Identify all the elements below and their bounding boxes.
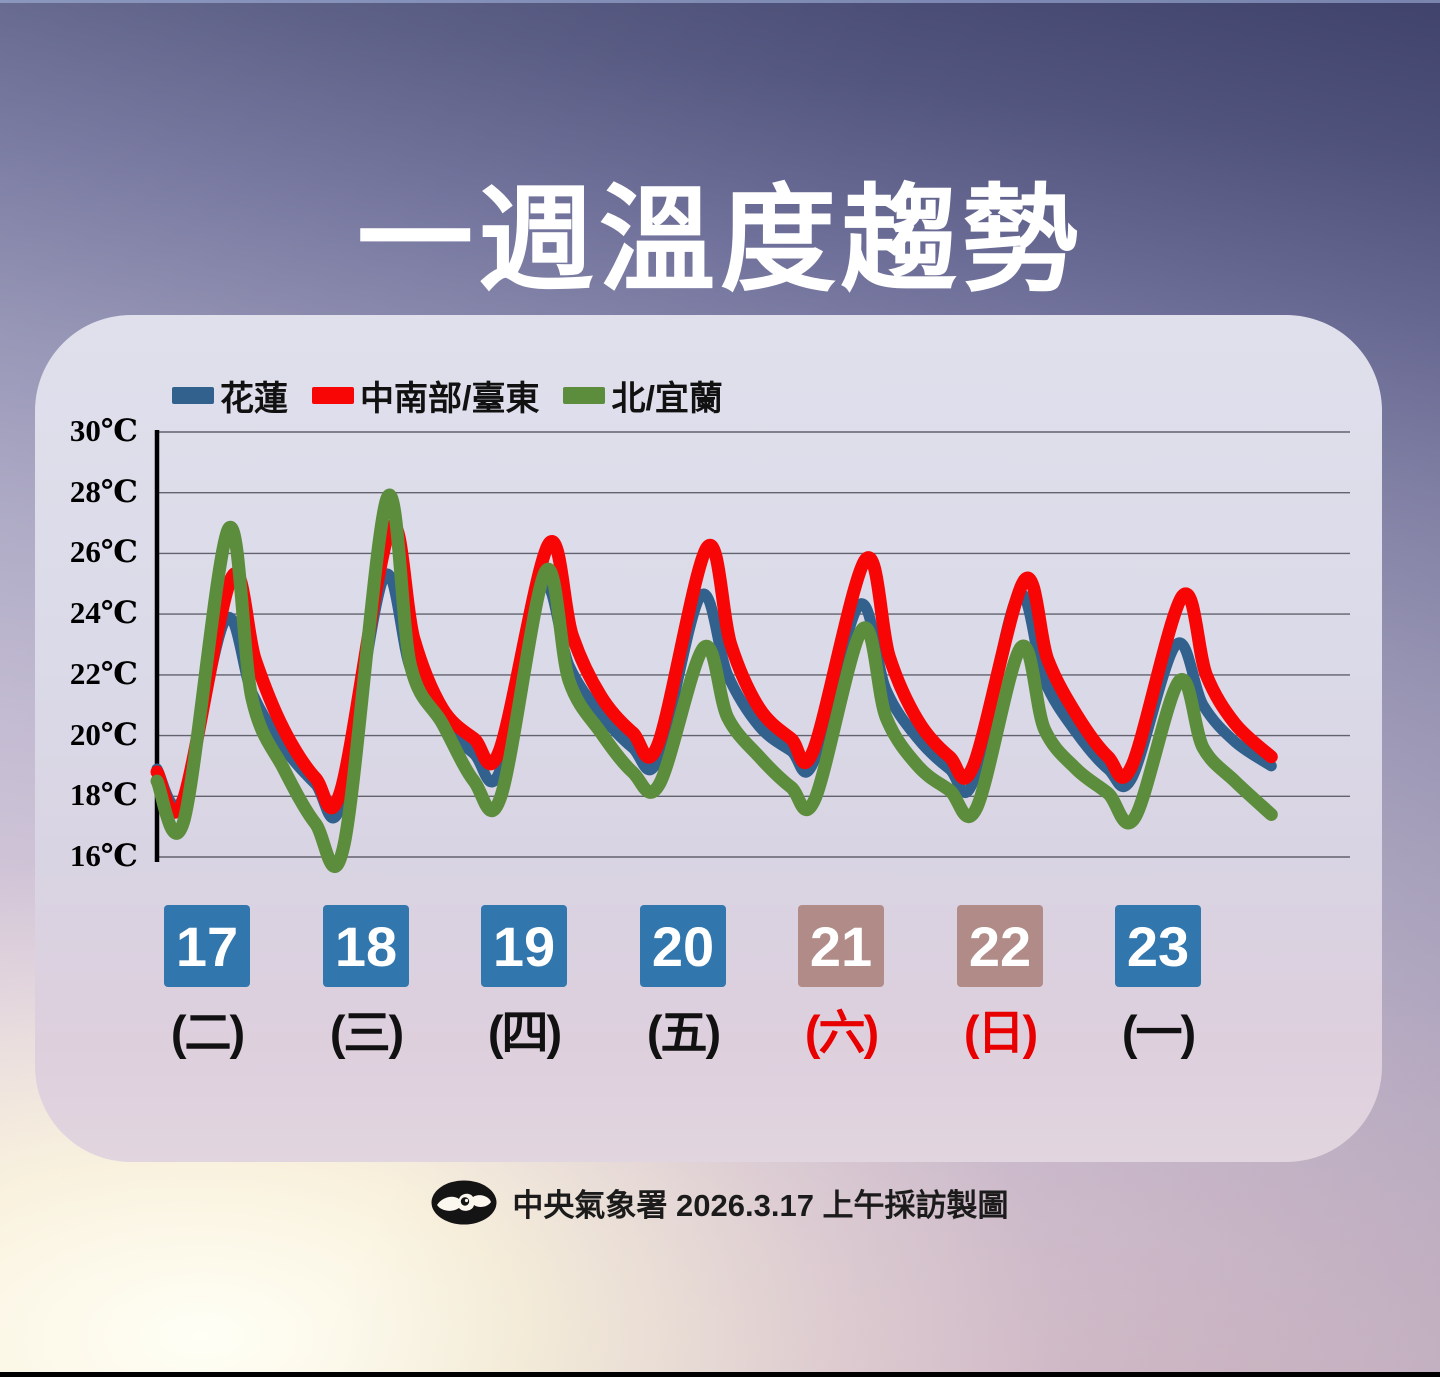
series-line-0 bbox=[151, 568, 1277, 824]
date-chip: 23 bbox=[1115, 905, 1201, 987]
bottom-black-bar bbox=[0, 1372, 1440, 1377]
weekday-label: (三) bbox=[329, 1006, 404, 1059]
y-tick-label: 24℃ bbox=[69, 595, 138, 630]
cwa-logo-icon bbox=[431, 1180, 497, 1225]
series-line-2 bbox=[150, 488, 1278, 873]
date-chip: 19 bbox=[481, 905, 567, 987]
weekday-label: (四) bbox=[487, 1006, 562, 1059]
series-line-1 bbox=[150, 518, 1278, 819]
legend-label: 花蓮 bbox=[220, 380, 288, 418]
y-tick-label: 20℃ bbox=[69, 717, 138, 752]
legend-label: 北/宜蘭 bbox=[611, 380, 723, 418]
y-tick-label: 18℃ bbox=[69, 777, 138, 812]
legend-swatch bbox=[172, 387, 214, 404]
legend-item: 北/宜蘭 bbox=[563, 371, 723, 420]
y-tick-label: 22℃ bbox=[69, 656, 138, 691]
date-chip: 17 bbox=[164, 905, 250, 987]
legend-swatch bbox=[312, 387, 354, 404]
y-tick-label: 26℃ bbox=[69, 534, 138, 569]
legend-label: 中南部/臺東 bbox=[360, 380, 540, 418]
legend-item: 中南部/臺東 bbox=[312, 371, 539, 420]
legend-item: 花蓮 bbox=[172, 371, 288, 420]
weekday-label: (一) bbox=[1121, 1006, 1196, 1059]
legend-swatch bbox=[563, 387, 606, 404]
date-chip: 22 bbox=[957, 905, 1043, 987]
weekday-label: (五) bbox=[646, 1006, 721, 1059]
y-tick-label: 30℃ bbox=[69, 413, 138, 448]
page-title: 一週溫度趨勢 bbox=[357, 175, 1083, 305]
y-tick-label: 28℃ bbox=[69, 474, 138, 509]
date-chip: 21 bbox=[798, 905, 884, 987]
weekday-label: (二) bbox=[170, 1006, 245, 1059]
date-chip: 18 bbox=[323, 905, 409, 987]
horizon-light-strip bbox=[0, 0, 1440, 3]
date-chip: 20 bbox=[640, 905, 726, 987]
y-tick-label: 16℃ bbox=[69, 838, 138, 873]
footer-text: 中央氣象署 2026.3.17 上午採訪製圖 bbox=[512, 1188, 1009, 1223]
weekday-label: (六) bbox=[804, 1006, 879, 1059]
chart-legend: 花蓮 中南部/臺東 北/宜蘭 bbox=[172, 371, 723, 420]
weekday-label: (日) bbox=[963, 1006, 1038, 1059]
footer: 中央氣象署 2026.3.17 上午採訪製圖 bbox=[0, 1180, 1440, 1225]
